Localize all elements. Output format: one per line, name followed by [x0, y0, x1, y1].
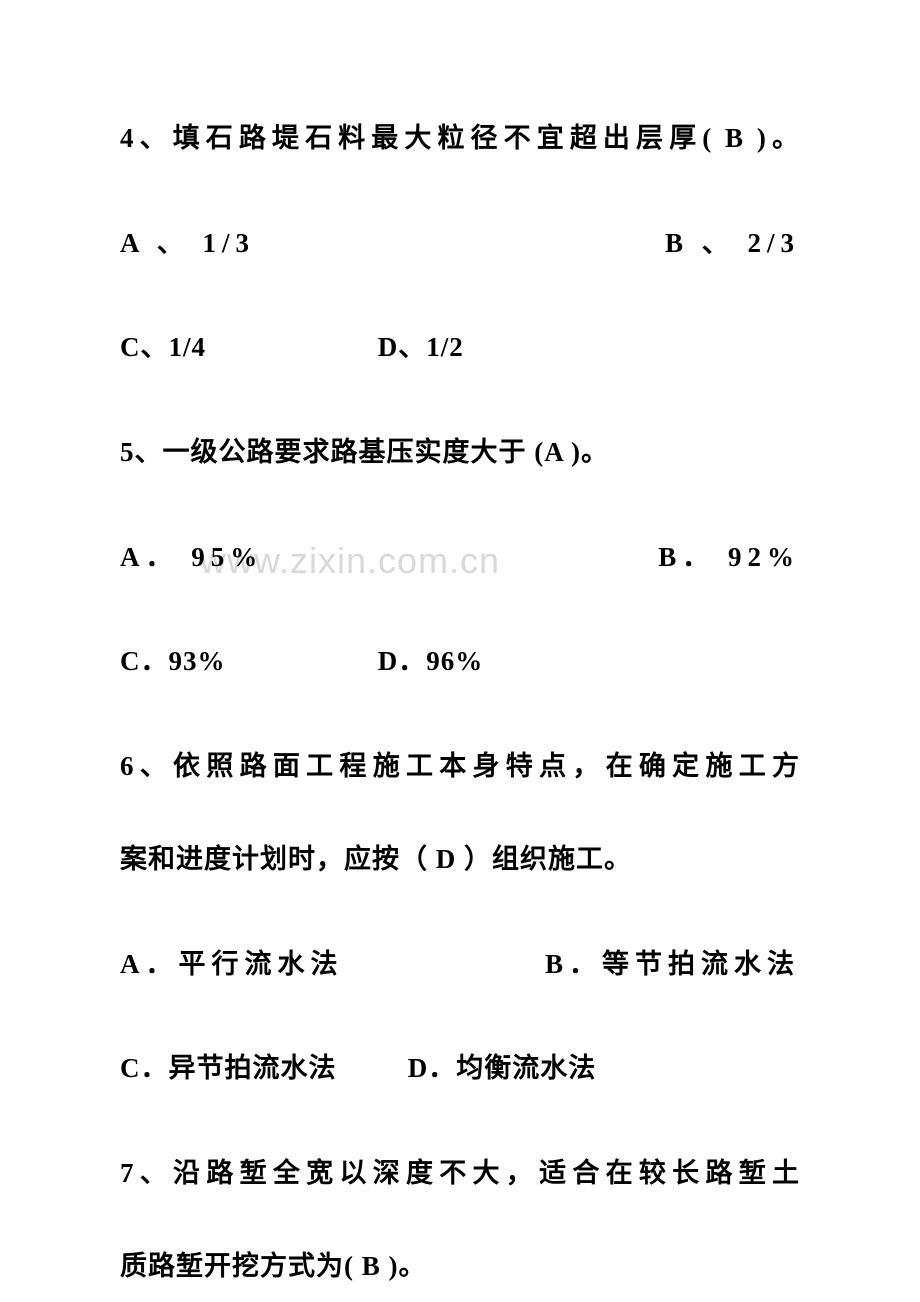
question-6-text-line2: 案和进度计划时，应按（ D ）组织施工。	[120, 831, 800, 888]
option-6c: C．异节拍流水法	[120, 1040, 400, 1097]
question-6-text-line1: 6、依照路面工程施工本身特点，在确定施工方	[120, 738, 800, 795]
question-5: 5、一级公路要求路基压实度大于 (A )。 A． 95% B． 92% C．93…	[120, 424, 800, 690]
question-7: 7、沿路堑全宽以深度不大，适合在较长路堑土 质路堑开挖方式为( B )。	[120, 1145, 800, 1294]
option-5a: A． 95%	[120, 529, 263, 586]
option-5b: B． 92%	[658, 529, 800, 586]
option-6b: B．等节拍流水法	[545, 936, 800, 993]
question-6: 6、依照路面工程施工本身特点，在确定施工方 案和进度计划时，应按（ D ）组织施…	[120, 738, 800, 1097]
question-5-options-row2: C．93% D．96%	[120, 633, 800, 690]
question-4: 4、填石路堤石料最大粒径不宜超出层厚( B )。 A 、 1/3 B 、 2/3…	[120, 110, 800, 376]
document-content: 4、填石路堤石料最大粒径不宜超出层厚( B )。 A 、 1/3 B 、 2/3…	[120, 110, 800, 1294]
option-6d: D．均衡流水法	[408, 1040, 597, 1097]
question-7-text-line1: 7、沿路堑全宽以深度不大，适合在较长路堑土	[120, 1145, 800, 1202]
option-4d: D、1/2	[378, 319, 464, 376]
question-5-text: 5、一级公路要求路基压实度大于 (A )。	[120, 424, 800, 481]
question-5-options-row1: A． 95% B． 92%	[120, 529, 800, 586]
question-4-options-row2: C、1/4 D、1/2	[120, 319, 800, 376]
question-4-text: 4、填石路堤石料最大粒径不宜超出层厚( B )。	[120, 110, 800, 167]
question-6-options-row2: C．异节拍流水法 D．均衡流水法	[120, 1040, 800, 1097]
question-6-options-row1: A．平行流水法 B．等节拍流水法	[120, 936, 800, 993]
question-4-options-row1: A 、 1/3 B 、 2/3	[120, 215, 800, 272]
option-5d: D．96%	[378, 633, 484, 690]
option-4c: C、1/4	[120, 319, 370, 376]
option-6a: A．平行流水法	[120, 936, 344, 993]
question-7-text-line2: 质路堑开挖方式为( B )。	[120, 1238, 800, 1295]
option-5c: C．93%	[120, 633, 370, 690]
option-4a: A 、 1/3	[120, 215, 255, 272]
option-4b: B 、 2/3	[665, 215, 800, 272]
